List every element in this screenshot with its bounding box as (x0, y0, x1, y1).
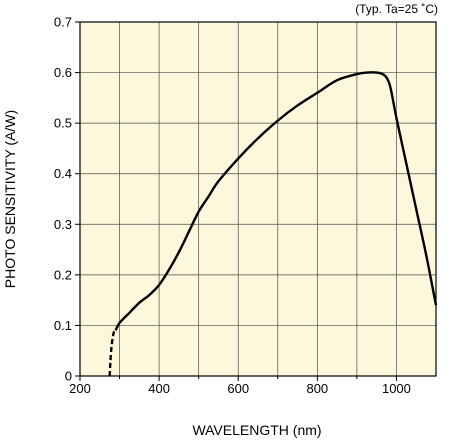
y-tick-label: 0.3 (54, 217, 72, 232)
dashed-sensitivity-curve (108, 329, 117, 377)
y-tick-label: 0.5 (54, 116, 72, 131)
plot-area (80, 22, 436, 376)
x-axis-ticks: 200 400 600 800 1000 (69, 376, 411, 396)
x-tick-label: 200 (69, 381, 91, 396)
x-tick-label: 1000 (382, 381, 411, 396)
y-tick-label: 0.2 (54, 267, 72, 282)
y-tick-label: 0.7 (54, 15, 72, 30)
grid-lines (80, 22, 436, 376)
x-tick-label: 400 (148, 381, 170, 396)
plot-frame (79, 21, 437, 377)
y-axis-ticks: 0 0.1 0.2 0.3 0.4 0.5 0.6 0.7 (54, 15, 80, 384)
x-axis-label: WAVELENGTH (nm) (192, 422, 321, 438)
x-tick-label: 800 (306, 381, 328, 396)
y-tick-label: 0.4 (54, 166, 72, 181)
y-tick-label: 0.6 (54, 65, 72, 80)
y-axis-label: PHOTO SENSITIVITY (A/W) (2, 110, 18, 288)
y-tick-label: 0 (65, 369, 72, 384)
y-tick-label: 0.1 (54, 318, 72, 333)
series-layer (108, 71, 438, 377)
x-tick-label: 600 (227, 381, 249, 396)
sensitivity-curve (114, 71, 438, 332)
chart-annotation: (Typ. Ta=25 ˚C) (355, 2, 438, 16)
